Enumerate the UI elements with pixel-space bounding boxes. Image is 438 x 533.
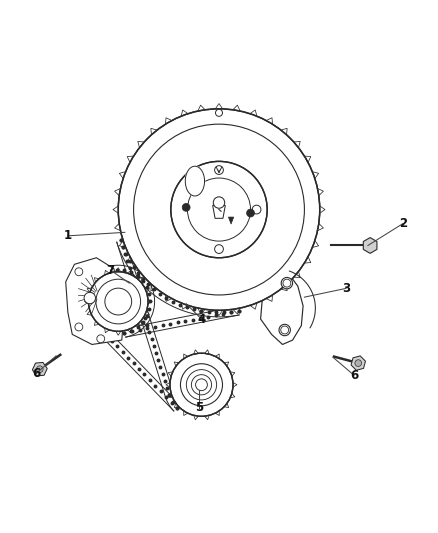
Circle shape: [36, 366, 43, 373]
Circle shape: [215, 109, 223, 116]
Polygon shape: [363, 238, 377, 253]
Polygon shape: [185, 166, 205, 196]
Circle shape: [215, 245, 223, 254]
Text: 6: 6: [350, 369, 358, 382]
Circle shape: [247, 209, 254, 217]
Circle shape: [75, 323, 83, 331]
Text: 7: 7: [106, 263, 114, 277]
Circle shape: [279, 324, 290, 336]
Text: 5: 5: [195, 401, 203, 414]
Circle shape: [281, 278, 293, 289]
Circle shape: [118, 109, 320, 310]
Polygon shape: [32, 362, 47, 376]
Circle shape: [171, 161, 267, 258]
Circle shape: [105, 288, 132, 315]
Circle shape: [182, 204, 190, 211]
Text: 1: 1: [64, 229, 72, 243]
Polygon shape: [66, 258, 124, 344]
Circle shape: [84, 292, 95, 304]
Text: 2: 2: [399, 217, 407, 230]
Circle shape: [213, 197, 225, 208]
Polygon shape: [213, 205, 225, 219]
Circle shape: [97, 335, 105, 343]
Circle shape: [215, 166, 223, 174]
Circle shape: [355, 360, 362, 367]
Polygon shape: [351, 356, 365, 370]
Circle shape: [252, 205, 261, 214]
Polygon shape: [261, 271, 303, 344]
Text: 3: 3: [342, 282, 350, 295]
Text: 6: 6: [32, 367, 40, 381]
Circle shape: [75, 268, 83, 276]
Circle shape: [88, 272, 148, 332]
Text: 4: 4: [198, 312, 205, 326]
Polygon shape: [229, 217, 234, 224]
Circle shape: [170, 353, 233, 416]
